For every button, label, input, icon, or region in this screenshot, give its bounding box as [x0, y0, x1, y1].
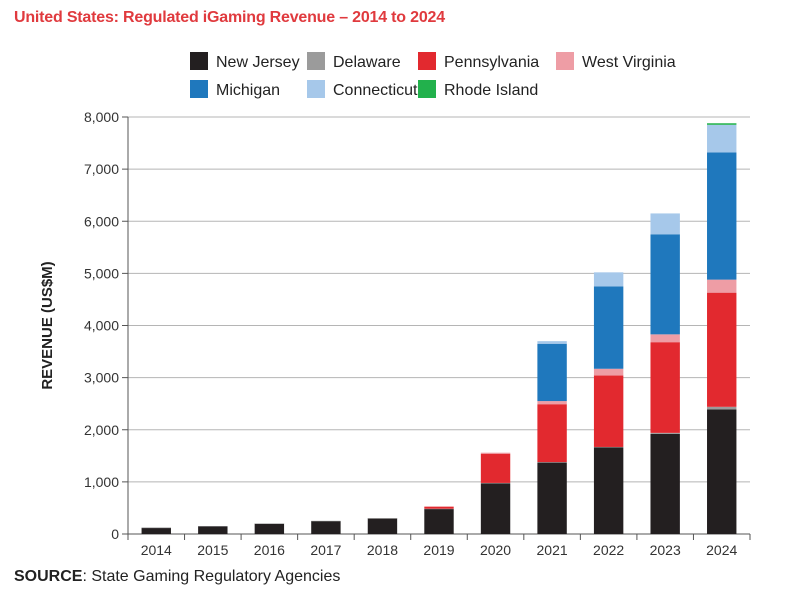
legend-swatch — [556, 52, 574, 70]
bar-segment-pennsylvania — [707, 292, 737, 407]
legend-swatch — [190, 80, 208, 98]
bar-segment-west-virginia — [650, 334, 680, 343]
y-tick-label: 5,000 — [84, 265, 119, 281]
source-text: : State Gaming Regulatory Agencies — [82, 568, 341, 585]
bar-segment-connecticut — [650, 213, 680, 235]
bar-segment-delaware — [537, 462, 567, 463]
bar-segment-delaware — [254, 523, 285, 524]
bar-segment-new-jersey — [707, 409, 737, 534]
legend-label: Delaware — [333, 54, 401, 71]
bar-segment-michigan — [537, 343, 567, 402]
bar-segment-delaware — [650, 432, 680, 434]
bar-segment-delaware — [141, 527, 171, 529]
x-tick-label: 2014 — [141, 542, 172, 558]
source-note: SOURCE: State Gaming Regulatory Agencies — [14, 568, 340, 586]
bar-segment-connecticut — [707, 124, 737, 153]
legend-swatch — [307, 80, 325, 98]
y-tick-label: 0 — [111, 526, 119, 542]
bar-segment-delaware — [424, 508, 454, 510]
bar-segment-connecticut — [537, 341, 567, 344]
bar-segment-new-jersey — [424, 508, 454, 534]
bar-segment-west-virginia — [537, 401, 567, 405]
source-label: SOURCE — [14, 568, 83, 585]
y-tick-label: 7,000 — [84, 161, 119, 177]
bar-segment-pennsylvania — [537, 404, 567, 463]
chart-title: United States: Regulated iGaming Revenue… — [14, 9, 445, 26]
bar-segment-delaware — [367, 518, 398, 519]
bar-segment-new-jersey — [311, 520, 341, 534]
legend-label: Michigan — [216, 82, 280, 99]
bar-segment-delaware — [480, 482, 511, 484]
bar-segment-delaware — [198, 526, 228, 527]
bar-segment-west-virginia — [593, 368, 624, 376]
bar-segment-new-jersey — [480, 483, 511, 534]
bar-segment-new-jersey — [537, 462, 567, 534]
legend-swatch — [307, 52, 325, 70]
bar-segment-west-virginia — [480, 452, 511, 454]
legend-label: West Virginia — [582, 54, 676, 71]
bar-segment-west-virginia — [707, 279, 737, 293]
legend-label: Connecticut — [333, 82, 418, 99]
bar-segment-new-jersey — [141, 527, 171, 534]
y-tick-label: 2,000 — [84, 422, 119, 438]
bar-segment-new-jersey — [254, 523, 285, 534]
legend-swatch — [418, 80, 436, 98]
bar-segment-pennsylvania — [480, 453, 511, 483]
y-tick-label: 3,000 — [84, 370, 119, 386]
bar-segment-michigan — [707, 152, 737, 280]
bar-segment-pennsylvania — [650, 342, 680, 433]
x-tick-label: 2017 — [310, 542, 341, 558]
bar-segment-new-jersey — [650, 433, 680, 534]
bar-segment-new-jersey — [198, 526, 228, 534]
x-tick-label: 2019 — [423, 542, 454, 558]
x-tick-label: 2015 — [197, 542, 228, 558]
bar-segment-rhode-island — [707, 123, 737, 125]
legend-label: New Jersey — [216, 54, 300, 71]
bar-segment-new-jersey — [367, 518, 398, 534]
y-tick-label: 6,000 — [84, 213, 119, 229]
y-axis-label: REVENUE (US$M) — [39, 261, 56, 389]
bar-segment-pennsylvania — [593, 375, 624, 447]
y-tick-label: 4,000 — [84, 318, 119, 334]
x-tick-label: 2018 — [367, 542, 398, 558]
legend-label: Pennsylvania — [444, 54, 539, 71]
y-tick-label: 1,000 — [84, 474, 119, 490]
bar-segment-new-jersey — [593, 447, 624, 534]
bar-segment-delaware — [707, 406, 737, 410]
x-tick-label: 2020 — [480, 542, 511, 558]
x-tick-label: 2023 — [650, 542, 681, 558]
x-tick-label: 2021 — [537, 542, 568, 558]
x-tick-label: 2024 — [706, 542, 737, 558]
bar-segment-michigan — [650, 234, 680, 335]
x-tick-label: 2016 — [254, 542, 285, 558]
bar-segment-pennsylvania — [424, 506, 454, 509]
bar-segment-connecticut — [593, 272, 624, 287]
bar-segment-michigan — [593, 286, 624, 369]
legend-swatch — [418, 52, 436, 70]
x-tick-label: 2022 — [593, 542, 624, 558]
y-tick-label: 8,000 — [84, 109, 119, 125]
bar-segment-delaware — [311, 520, 341, 522]
bar-segment-delaware — [593, 446, 624, 448]
legend-swatch — [190, 52, 208, 70]
legend-label: Rhode Island — [444, 82, 538, 99]
